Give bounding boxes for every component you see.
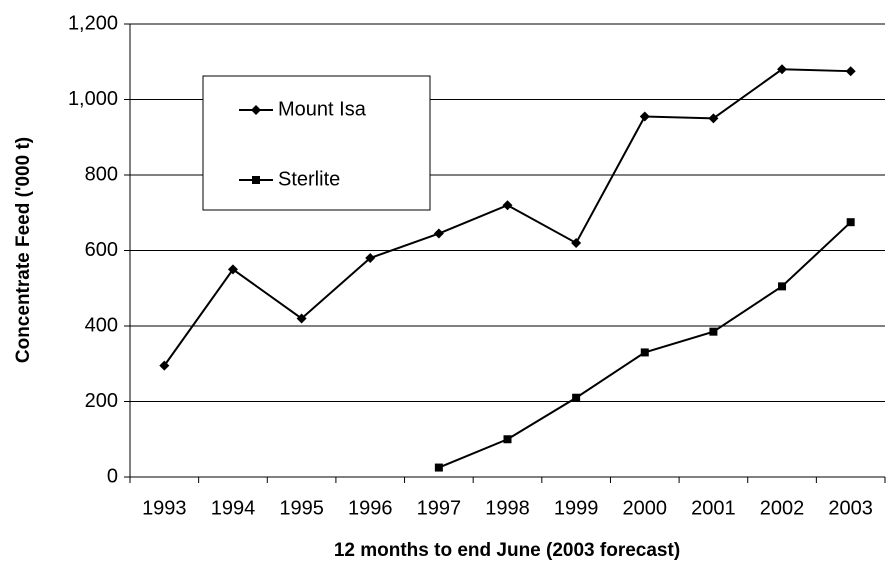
marker [503,435,512,444]
x-tick-label: 2002 [760,497,805,519]
y-axis-label: Concentrate Feed ('000 t) [13,137,34,363]
y-tick-label: 0 [107,465,118,487]
series-line [438,221,852,469]
marker [640,348,649,357]
marker [252,176,260,184]
legend-label: Sterlite [278,168,340,190]
marker [159,360,170,371]
marker [365,253,376,264]
marker [845,66,856,77]
x-tick-label: 1999 [554,497,599,519]
y-tick-label: 800 [85,163,118,185]
x-tick-label: 2003 [828,497,873,519]
marker [709,327,718,336]
x-tick-label: 1994 [211,497,256,519]
y-tick-label: 400 [85,314,118,336]
marker [296,313,307,324]
marker [434,463,443,472]
marker [639,111,650,122]
x-tick-label: 1998 [485,497,530,519]
marker [571,237,582,248]
x-tick-label: 1997 [417,497,462,519]
marker [251,105,261,115]
marker [572,393,581,402]
y-tick-label: 1,000 [68,88,118,110]
x-tick-label: 1996 [348,497,393,519]
y-tick-label: 600 [85,239,118,261]
legend-box [202,75,431,211]
x-axis-label: 12 months to end June (2003 forecast) [334,540,680,561]
marker [846,218,855,227]
x-tick-label: 1993 [142,497,187,519]
x-tick-label: 2001 [691,497,736,519]
marker [502,200,513,211]
y-tick-label: 1,200 [68,12,118,34]
marker [708,113,719,124]
legend-label: Mount Isa [278,98,367,120]
y-tick-label: 200 [85,390,118,412]
marker [433,228,444,239]
marker [777,64,788,75]
x-tick-label: 2000 [623,497,668,519]
marker [778,282,787,291]
x-tick-label: 1995 [279,497,324,519]
marker [227,264,238,275]
